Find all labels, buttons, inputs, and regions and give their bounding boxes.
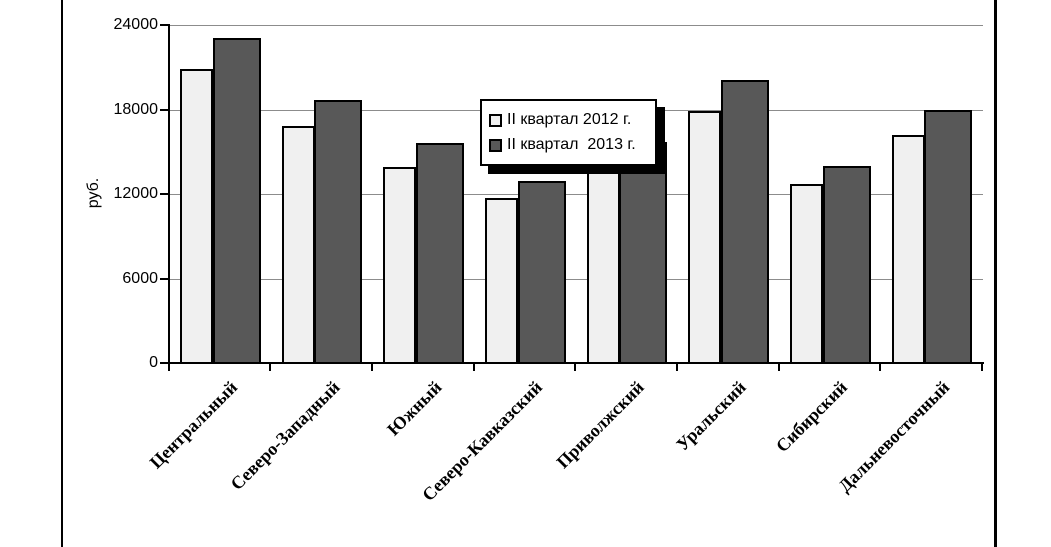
- bar-Дальневосточный-2012: [892, 135, 925, 364]
- x-axis-tick-4: [574, 363, 576, 371]
- y-tick-label-0: 0: [149, 354, 158, 371]
- x-axis-line: [168, 362, 984, 364]
- bar-Северо-Кавказский-2013: [518, 181, 566, 364]
- x-axis-tick-7: [879, 363, 881, 371]
- y-axis-line: [168, 24, 170, 365]
- legend-swatch-2012: [489, 113, 502, 127]
- bar-Северо-Кавказский-2012: [485, 198, 518, 364]
- h-gridline-12000: [169, 194, 983, 195]
- x-axis-tick-5: [676, 363, 678, 371]
- legend-label-2013: II квартал 2013 г.: [507, 136, 636, 153]
- left-frame-line: [61, 0, 63, 547]
- y-axis-tick-24000: [160, 24, 169, 26]
- category-label-Дальневосточный: Дальневосточный: [834, 377, 954, 496]
- right-frame-line: [994, 0, 997, 547]
- y-axis-tick-6000: [160, 278, 169, 280]
- bar-Уральский-2013: [721, 80, 769, 364]
- legend-entry-2013: II квартал 2013 г.: [489, 136, 655, 154]
- legend-entry-2012: II квартал 2012 г.: [489, 111, 655, 129]
- legend: II квартал 2012 г. II квартал 2013 г.: [480, 99, 657, 166]
- category-label-Северо-Западный: Северо-Западный: [226, 377, 344, 495]
- legend-label-2012: II квартал 2012 г.: [507, 111, 632, 128]
- y-tick-label-12000: 12000: [113, 185, 159, 202]
- category-label-Уральский: Уральский: [672, 377, 751, 455]
- x-axis-tick-3: [473, 363, 475, 371]
- y-tick-label-24000: 24000: [113, 16, 159, 33]
- legend-swatch-2013: [489, 138, 502, 152]
- bar-Сибирский-2012: [790, 184, 823, 364]
- bar-Дальневосточный-2013: [924, 110, 972, 364]
- y-axis-tick-0: [160, 362, 169, 364]
- bar-Приволжский-2013: [619, 142, 667, 364]
- bar-Сибирский-2013: [823, 166, 871, 364]
- bar-Южный-2013: [416, 143, 464, 364]
- category-label-Приволжский: Приволжский: [552, 377, 649, 473]
- h-gridline-24000: [169, 25, 983, 26]
- x-axis-tick-6: [778, 363, 780, 371]
- y-tick-label-6000: 6000: [122, 270, 158, 287]
- category-label-Сибирский: Сибирский: [772, 377, 852, 457]
- y-tick-label-18000: 18000: [113, 101, 159, 118]
- bar-Северо-Западный-2013: [314, 100, 362, 364]
- y-axis-tick-12000: [160, 193, 169, 195]
- bar-Центральный-2013: [213, 38, 261, 364]
- category-label-Центральный: Центральный: [145, 377, 242, 473]
- bar-Северо-Западный-2012: [282, 126, 315, 364]
- bar-Центральный-2012: [180, 69, 213, 364]
- x-axis-tick-2: [371, 363, 373, 371]
- h-gridline-6000: [169, 279, 983, 280]
- x-axis-tick-1: [269, 363, 271, 371]
- x-axis-tick-0: [168, 363, 170, 371]
- bar-Южный-2012: [383, 167, 416, 364]
- y-axis-tick-18000: [160, 109, 169, 111]
- bar-Уральский-2012: [688, 111, 721, 364]
- x-axis-tick-8: [981, 363, 983, 371]
- category-label-Южный: Южный: [382, 377, 446, 440]
- bar-Приволжский-2012: [587, 163, 620, 364]
